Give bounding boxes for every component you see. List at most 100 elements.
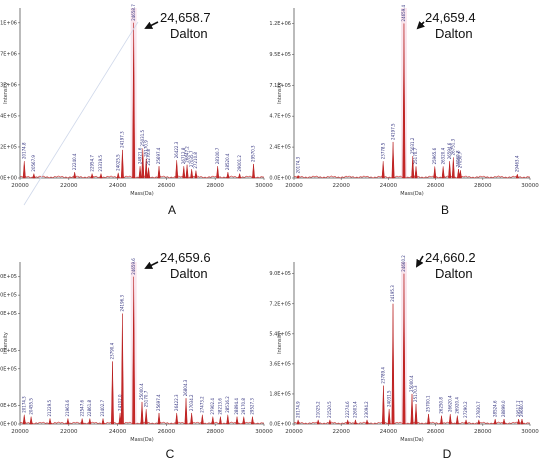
- peak-mass-label: 27473.2: [200, 396, 205, 413]
- spectrum-peak: [200, 414, 204, 425]
- peak-mass-label: 28894.4: [234, 398, 239, 415]
- x-axis-label: Mass(Da): [130, 437, 153, 443]
- spectrum-peak: [414, 166, 418, 179]
- spectrum-peak: [120, 149, 124, 179]
- spectrum-peak: [296, 418, 300, 425]
- spectrum-peak: [73, 172, 77, 179]
- annotation-mass: 24,659.6: [160, 250, 211, 265]
- peak-mass-label: 26250.8: [439, 397, 444, 414]
- peak-mass-label: 28100.7: [215, 147, 220, 164]
- y-tick-label: 1.8E+05: [269, 391, 291, 397]
- peak-mass-label: 20174.3: [21, 396, 26, 413]
- x-axis-label: Mass(Da): [130, 191, 153, 197]
- spectrum-peak: [185, 164, 189, 179]
- spectrum-peak: [235, 416, 239, 425]
- peak-mass-label: 21025.2: [315, 401, 320, 418]
- peak-mass-label: 27290.2: [463, 401, 468, 418]
- peak-mass-label: 23790.4: [110, 342, 115, 359]
- peak-mass-label: 27050.7: [458, 151, 463, 168]
- peak-mass-label: 23094.2: [364, 401, 369, 418]
- spectrum-peak: [502, 418, 506, 425]
- peak-mass-label: 29660.3: [519, 400, 524, 417]
- spectrum-peak: [517, 418, 521, 425]
- peak-mass-label: 24658.7: [131, 4, 136, 21]
- y-tick-label: 7.0E+05: [0, 293, 17, 299]
- y-axis-label: Intensity: [3, 332, 9, 354]
- spectrum-peak: [144, 158, 148, 179]
- peak-mass-label: 28213.6: [218, 398, 223, 415]
- y-tick-label: 8.0E+05: [0, 274, 17, 280]
- peak-mass-label: 29570.3: [251, 145, 256, 162]
- x-tick-label: 22000: [332, 429, 350, 435]
- spectrum-peak: [138, 166, 142, 179]
- x-axis-label: Mass(Da): [400, 437, 423, 443]
- peak-mass-label: 25170.9: [143, 140, 148, 157]
- spectrum-peak: [226, 414, 230, 425]
- spectrum-peak: [175, 412, 179, 425]
- x-axis-label: Mass(Da): [400, 191, 423, 197]
- spectrum-peak: [22, 414, 26, 425]
- peak-mass-label: 24031.5: [386, 390, 391, 407]
- y-axis-label: Intensity: [277, 82, 283, 104]
- spectrum-peak: [226, 172, 230, 179]
- peak-mass-label: 20174.9: [295, 401, 300, 418]
- peak-mass-label: 26594.6: [447, 142, 452, 159]
- peak-mass-label: 25697.4: [156, 147, 161, 164]
- y-tick-label: 3.6E+05: [269, 361, 291, 367]
- annotation-arrow: [144, 261, 159, 269]
- spectrum-peak: [66, 418, 70, 425]
- spectrum-peak: [451, 157, 455, 179]
- spectrum-peak: [22, 160, 26, 179]
- x-tick-label: 30000: [521, 429, 539, 435]
- spectrum-peak: [441, 166, 445, 179]
- peak-mass-label: 24197.3: [120, 131, 125, 148]
- spectrum-peak: [140, 401, 144, 425]
- annotation-unit: Dalton: [170, 266, 208, 281]
- spectrum-peak: [190, 412, 194, 425]
- spectrum-peak: [120, 313, 124, 425]
- spectrum-peak: [157, 166, 161, 179]
- x-tick-label: 30000: [255, 183, 273, 189]
- peak-mass-label: 25000.4: [139, 383, 144, 400]
- peak-mass-label: 28524.6: [492, 400, 497, 417]
- annotation-unit: Dalton: [170, 26, 208, 41]
- peak-mass-label: 20567.9: [31, 155, 36, 172]
- peak-mass-label: 24197.5: [390, 123, 395, 140]
- spectrum-peak: [175, 160, 179, 179]
- spectrum-peak: [132, 22, 136, 179]
- peak-mass-label: 27210.8: [193, 152, 198, 169]
- panel-letter: D: [443, 447, 452, 461]
- peak-mass-label: 26422.3: [174, 141, 179, 158]
- y-tick-label: 0.0E+00: [269, 422, 291, 428]
- spectrum-peak: [448, 413, 452, 425]
- spectrum-panel-d: 0.0E+00 1.8E+05 3.6E+05 5.4E+05 7.2E+05 9.0E+…: [269, 250, 539, 461]
- peak-mass-label: 22603.4: [353, 401, 358, 418]
- peak-mass-label: 25031.2: [410, 137, 415, 154]
- x-tick-label: 24000: [380, 183, 398, 189]
- y-tick-label: 1.0E+05: [0, 403, 17, 409]
- spectrum-peak: [411, 156, 415, 179]
- peak-mass-label: 24921.6: [137, 147, 142, 164]
- peak-mass-label: 26847.2: [184, 146, 189, 163]
- spectrum-peak: [515, 173, 519, 179]
- spectrum-peak: [414, 403, 418, 425]
- spectrum-peak: [402, 23, 406, 179]
- peak-mass-label: 25965.6: [432, 147, 437, 164]
- x-tick-label: 26000: [427, 429, 445, 435]
- x-tick-label: 28000: [206, 183, 224, 189]
- x-tick-label: 22000: [332, 183, 350, 189]
- peak-mass-label: 26751.3: [451, 138, 456, 155]
- x-tick-label: 20000: [285, 183, 303, 189]
- x-tick-label: 22000: [60, 183, 78, 189]
- peak-mass-label: 22547.6: [79, 399, 84, 416]
- peak-mass-label: 27830.7: [476, 401, 481, 418]
- spectrum-peak: [365, 418, 369, 425]
- spectrum-peak: [433, 166, 437, 179]
- spectrum-peak: [440, 415, 444, 425]
- x-tick-label: 28000: [474, 183, 492, 189]
- peak-mass-label: 21963.6: [65, 399, 70, 416]
- peak-mass-label: 23319.5: [98, 155, 103, 172]
- peak-mass-label: 29527.3: [250, 398, 255, 415]
- peak-mass-label: 25170.7: [413, 147, 418, 164]
- y-tick-label: 6.0E+05: [0, 311, 17, 317]
